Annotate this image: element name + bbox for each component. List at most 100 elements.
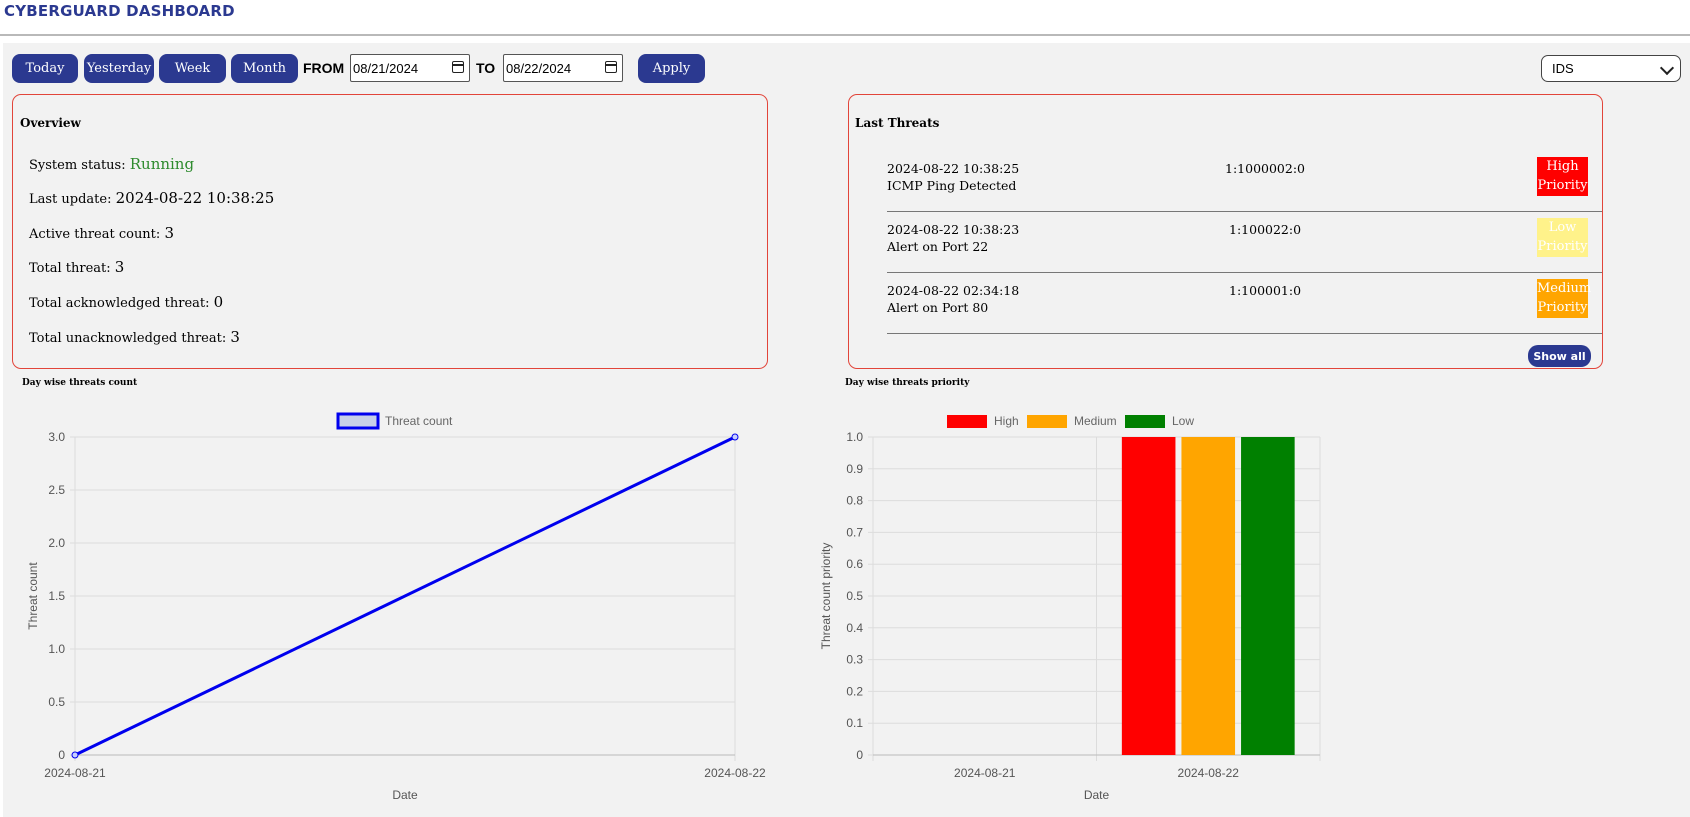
x-axis-label: Date [1084, 788, 1110, 802]
active-threat-count: Active threat count: 3 [29, 224, 174, 242]
legend-swatch [1125, 415, 1165, 428]
y-tick-label: 0.2 [846, 684, 863, 698]
data-point [71, 751, 79, 759]
priority-word: Priority [1537, 178, 1588, 193]
dashboard-title: CYBERGUARD DASHBOARD [4, 2, 235, 20]
to-label: TO [476, 60, 496, 76]
threat-timestamp: 2024-08-22 02:34:18 [887, 283, 1020, 298]
chevron-down-icon [1659, 60, 1675, 76]
status-value: Running [129, 155, 195, 173]
overview-title: Overview [20, 116, 81, 130]
data-point [731, 433, 739, 441]
title-divider [0, 34, 1690, 36]
overview-card: Overview System status: Running Last upd… [12, 94, 768, 369]
last-threats-card: Last Threats 2024-08-22 10:38:25 ICMP Pi… [848, 94, 1603, 369]
y-tick-label: 3.0 [48, 430, 65, 444]
unack-threat-value: 3 [230, 328, 240, 346]
threat-sid: 1:100022:0 [1229, 222, 1302, 237]
last-update: Last update: 2024-08-22 10:38:25 [29, 189, 274, 207]
threat-count-line [74, 435, 736, 757]
ack-threat-value: 0 [213, 293, 224, 311]
y-tick-label: 1.0 [48, 642, 65, 656]
y-tick-label: 0.5 [846, 589, 863, 603]
threat-row[interactable]: 2024-08-22 10:38:25 ICMP Ping Detected 1… [887, 150, 1602, 212]
calendar-icon[interactable] [605, 61, 617, 73]
y-tick-label: 0.9 [846, 462, 863, 476]
legend-swatch [947, 415, 987, 428]
x-tick-label: 2024-08-21 [954, 766, 1016, 780]
active-threat-value: 3 [164, 224, 174, 242]
threat-priority-chart: 0 0.1 0.2 0.3 0.4 0.5 0.6 0.7 0.8 0.9 1.0 2024-08-2… [819, 414, 1321, 802]
month-button[interactable]: Month [231, 54, 298, 83]
ack-threat-label: Total acknowledged threat: [29, 296, 210, 311]
from-date-value: 08/21/2024 [353, 60, 419, 76]
total-unacknowledged-threat: Total unacknowledged threat: 3 [29, 328, 240, 346]
threat-row[interactable]: 2024-08-22 02:34:18 Alert on Port 80 1:1… [887, 272, 1602, 334]
y-tick-label: 0.5 [48, 695, 65, 709]
legend-label: Low [1172, 414, 1194, 428]
x-axis-label: Date [392, 788, 418, 802]
threat-count-chart-title: Day wise threats count [22, 378, 138, 388]
unack-threat-label: Total unacknowledged threat: [29, 331, 227, 346]
priority-badge: Medium Priority [1537, 279, 1592, 318]
apply-button[interactable]: Apply [638, 54, 705, 83]
threat-name: Alert on Port 80 [887, 300, 989, 315]
threat-name: Alert on Port 22 [887, 239, 989, 254]
y-tick-label: 1.5 [48, 589, 65, 603]
x-tick-label: 2024-08-22 [704, 766, 766, 780]
y-tick-label: 0 [58, 748, 65, 762]
priority-level: High [1546, 159, 1579, 174]
threat-sid: 1:1000002:0 [1225, 161, 1305, 176]
total-threat-value: 3 [114, 258, 125, 276]
source-select[interactable]: IDS [1541, 55, 1681, 82]
bar-medium [1181, 437, 1236, 755]
bar-low [1241, 437, 1295, 755]
today-button[interactable]: Today [12, 54, 78, 83]
y-tick-label: 0.4 [846, 621, 863, 635]
total-acknowledged-threat: Total acknowledged threat: 0 [29, 293, 223, 311]
legend-label: High [994, 414, 1019, 428]
y-tick-label: 0.7 [846, 525, 863, 539]
dashboard-panel [3, 43, 1690, 817]
y-tick-label: 0.1 [846, 716, 863, 730]
active-threat-label: Active threat count: [29, 227, 161, 242]
priority-badge: High Priority [1537, 157, 1588, 196]
priority-level: Low [1548, 220, 1577, 235]
total-threat-label: Total threat: [29, 261, 111, 276]
threat-sid: 1:100001:0 [1229, 283, 1302, 298]
x-tick-label: 2024-08-22 [1178, 766, 1240, 780]
bar-high [1121, 437, 1176, 755]
total-threat: Total threat: 3 [29, 258, 124, 276]
system-status: System status: Running [29, 155, 194, 173]
threat-row[interactable]: 2024-08-22 10:38:23 Alert on Port 22 1:1… [887, 211, 1602, 273]
show-all-button[interactable]: Show all [1528, 345, 1591, 367]
source-select-value: IDS [1552, 61, 1574, 76]
y-tick-label: 0.3 [846, 653, 863, 667]
threat-priority-chart-title: Day wise threats priority [845, 378, 970, 388]
y-tick-label: 2.0 [48, 536, 65, 550]
calendar-icon[interactable] [452, 61, 464, 73]
y-tick-label: 0.6 [846, 557, 863, 571]
priority-level: Medium [1537, 281, 1592, 296]
last-update-label: Last update: [29, 192, 112, 207]
to-date-value: 08/22/2024 [506, 60, 572, 76]
threat-count-chart: 0 0.5 1.0 1.5 2.0 2.5 3.0 2024-08-21 2024-08-22 D… [26, 412, 766, 802]
to-date-input[interactable]: 08/22/2024 [503, 54, 623, 82]
y-tick-label: 1.0 [846, 430, 863, 444]
legend-label: Medium [1074, 414, 1117, 428]
x-tick-label: 2024-08-21 [44, 766, 106, 780]
priority-word: Priority [1537, 300, 1588, 315]
priority-word: Priority [1537, 239, 1588, 254]
priority-badge: Low Priority [1537, 218, 1588, 257]
legend-swatch [336, 412, 380, 430]
last-threats-title: Last Threats [855, 116, 940, 130]
from-date-input[interactable]: 08/21/2024 [350, 54, 470, 82]
y-axis-label: Threat count [26, 562, 40, 630]
week-button[interactable]: Week [159, 54, 226, 83]
status-label: System status: [29, 158, 126, 173]
threat-name: ICMP Ping Detected [887, 178, 1017, 193]
legend-swatch [1027, 415, 1067, 428]
threat-timestamp: 2024-08-22 10:38:25 [887, 161, 1020, 176]
y-tick-label: 0.8 [846, 494, 863, 508]
yesterday-button[interactable]: Yesterday [84, 54, 154, 83]
